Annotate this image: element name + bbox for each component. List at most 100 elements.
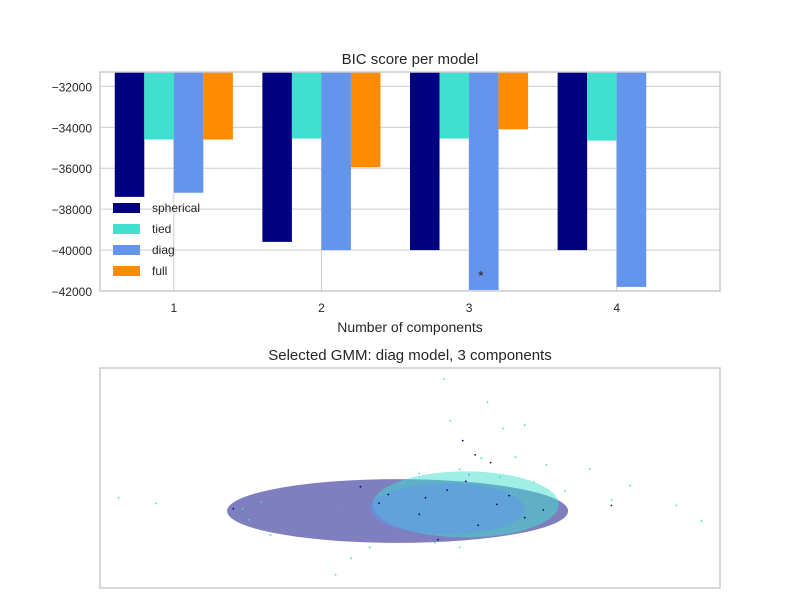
bic-x-axis-ticks: 1 2 3 4	[170, 301, 620, 315]
gmm-sample-point	[629, 484, 631, 487]
bic-y-tick-label: −40000	[52, 244, 93, 258]
gmm-sample-point	[449, 419, 452, 422]
gmm-sample-point	[350, 557, 352, 560]
gmm-sample-point	[371, 499, 374, 501]
gmm-sample-point	[468, 511, 470, 513]
gmm-sample-point	[486, 401, 489, 403]
gmm-sample-point	[154, 502, 157, 505]
gmm-sample-point	[480, 457, 483, 460]
gmm-sample-point	[430, 522, 433, 524]
gmm-sample-point	[247, 518, 250, 521]
gmm-sample-point	[499, 476, 501, 478]
bar-tied-4	[587, 72, 617, 141]
gmm-sample-point	[359, 485, 362, 488]
bar-tied-2	[291, 72, 322, 139]
gmm-sample-point	[232, 507, 235, 510]
bic-y-tick-label: −32000	[52, 80, 93, 94]
bar-spherical-4	[557, 72, 588, 251]
gmm-points	[117, 378, 703, 576]
gmm-sample-point	[477, 524, 480, 527]
gmm-sample-point	[499, 525, 501, 528]
gmm-sample-point	[334, 573, 337, 576]
gmm-sample-point	[378, 502, 380, 505]
gmm-sample-point	[489, 461, 492, 464]
gmm-sample-point	[461, 439, 464, 442]
bar-spherical-2	[262, 72, 292, 242]
gmm-sample-point	[449, 517, 452, 520]
gmm-sample-point	[564, 490, 566, 493]
gmm-plot-frame	[99, 367, 721, 589]
gmm-sample-point	[455, 494, 458, 497]
legend-swatch-diag	[113, 245, 140, 255]
gmm-component-ellipse	[369, 483, 525, 535]
gmm-sample-point	[700, 520, 703, 522]
gmm-sample-point	[464, 480, 467, 483]
legend-swatch-tied	[113, 224, 140, 234]
bar-diag-1	[173, 72, 204, 193]
bar-spherical-3	[410, 72, 440, 251]
gmm-sample-point	[446, 489, 449, 491]
bar-full-1	[203, 72, 233, 140]
gmm-sample-point	[517, 492, 520, 495]
gmm-sample-point	[502, 427, 504, 430]
gmm-sample-point	[340, 510, 343, 512]
bic-y-axis-ticks: −32000 −34000 −36000 −38000 −40000 −42000	[52, 80, 93, 299]
legend-swatch-full	[113, 266, 140, 276]
gmm-sample-point	[514, 456, 517, 458]
bar-full-2	[350, 72, 381, 168]
bic-chart-title: BIC score per model	[342, 51, 479, 68]
gmm-sample-point	[421, 490, 424, 493]
gmm-sample-point	[269, 534, 272, 537]
gmm-sample-point	[610, 504, 613, 507]
gmm-sample-point	[523, 424, 526, 427]
legend-label-tied: tied	[152, 222, 171, 236]
gmm-sample-point	[241, 507, 244, 510]
legend-label-spherical: spherical	[152, 201, 200, 215]
bic-legend: spherical tied diag full	[113, 201, 200, 278]
gmm-sample-point	[437, 538, 439, 541]
gmm-sample-point	[390, 516, 393, 519]
gmm-sample-point	[489, 515, 492, 518]
bar-tied-3	[439, 72, 470, 139]
gmm-sample-point	[542, 509, 545, 511]
gmm-sample-point	[458, 534, 461, 537]
gmm-ellipses	[227, 471, 569, 543]
gmm-sample-point	[551, 500, 554, 502]
bic-y-tick-label: −34000	[52, 121, 93, 135]
gmm-sample-point	[260, 501, 263, 504]
gmm-chart: Selected GMM: diag model, 3 components	[99, 347, 721, 589]
bar-diag-4	[616, 72, 647, 287]
gmm-sample-point	[505, 506, 507, 509]
bic-x-axis-label: Number of components	[337, 319, 483, 335]
gmm-sample-point	[675, 504, 678, 507]
gmm-sample-point	[117, 496, 120, 499]
legend-swatch-spherical	[113, 203, 140, 213]
gmm-sample-point	[495, 503, 498, 506]
gmm-sample-point	[508, 494, 511, 497]
gmm-sample-point	[418, 472, 421, 475]
gmm-sample-point	[409, 527, 411, 530]
bic-x-tick-label: 3	[466, 301, 473, 315]
gmm-sample-point	[368, 546, 371, 549]
bar-diag-3	[469, 72, 499, 290]
gmm-sample-point	[443, 378, 445, 380]
gmm-sample-point	[468, 473, 470, 476]
gmm-sample-point	[387, 493, 390, 496]
best-model-star-marker: *	[478, 268, 484, 284]
bic-x-tick-label: 4	[613, 301, 620, 315]
gmm-sample-point	[474, 454, 476, 456]
gmm-sample-point	[424, 496, 427, 499]
gmm-sample-point	[471, 529, 473, 532]
bic-bars	[114, 72, 647, 290]
gmm-sample-point	[533, 481, 535, 484]
gmm-sample-point	[402, 482, 405, 485]
bic-x-tick-label: 2	[318, 301, 325, 315]
gmm-sample-point	[418, 513, 421, 516]
bic-x-tick-label: 1	[170, 301, 177, 315]
gmm-sample-point	[545, 463, 548, 466]
bar-diag-2	[321, 72, 351, 251]
bic-plot-frame	[99, 71, 721, 292]
gmm-sample-point	[433, 542, 436, 544]
gmm-sample-point	[458, 468, 461, 471]
